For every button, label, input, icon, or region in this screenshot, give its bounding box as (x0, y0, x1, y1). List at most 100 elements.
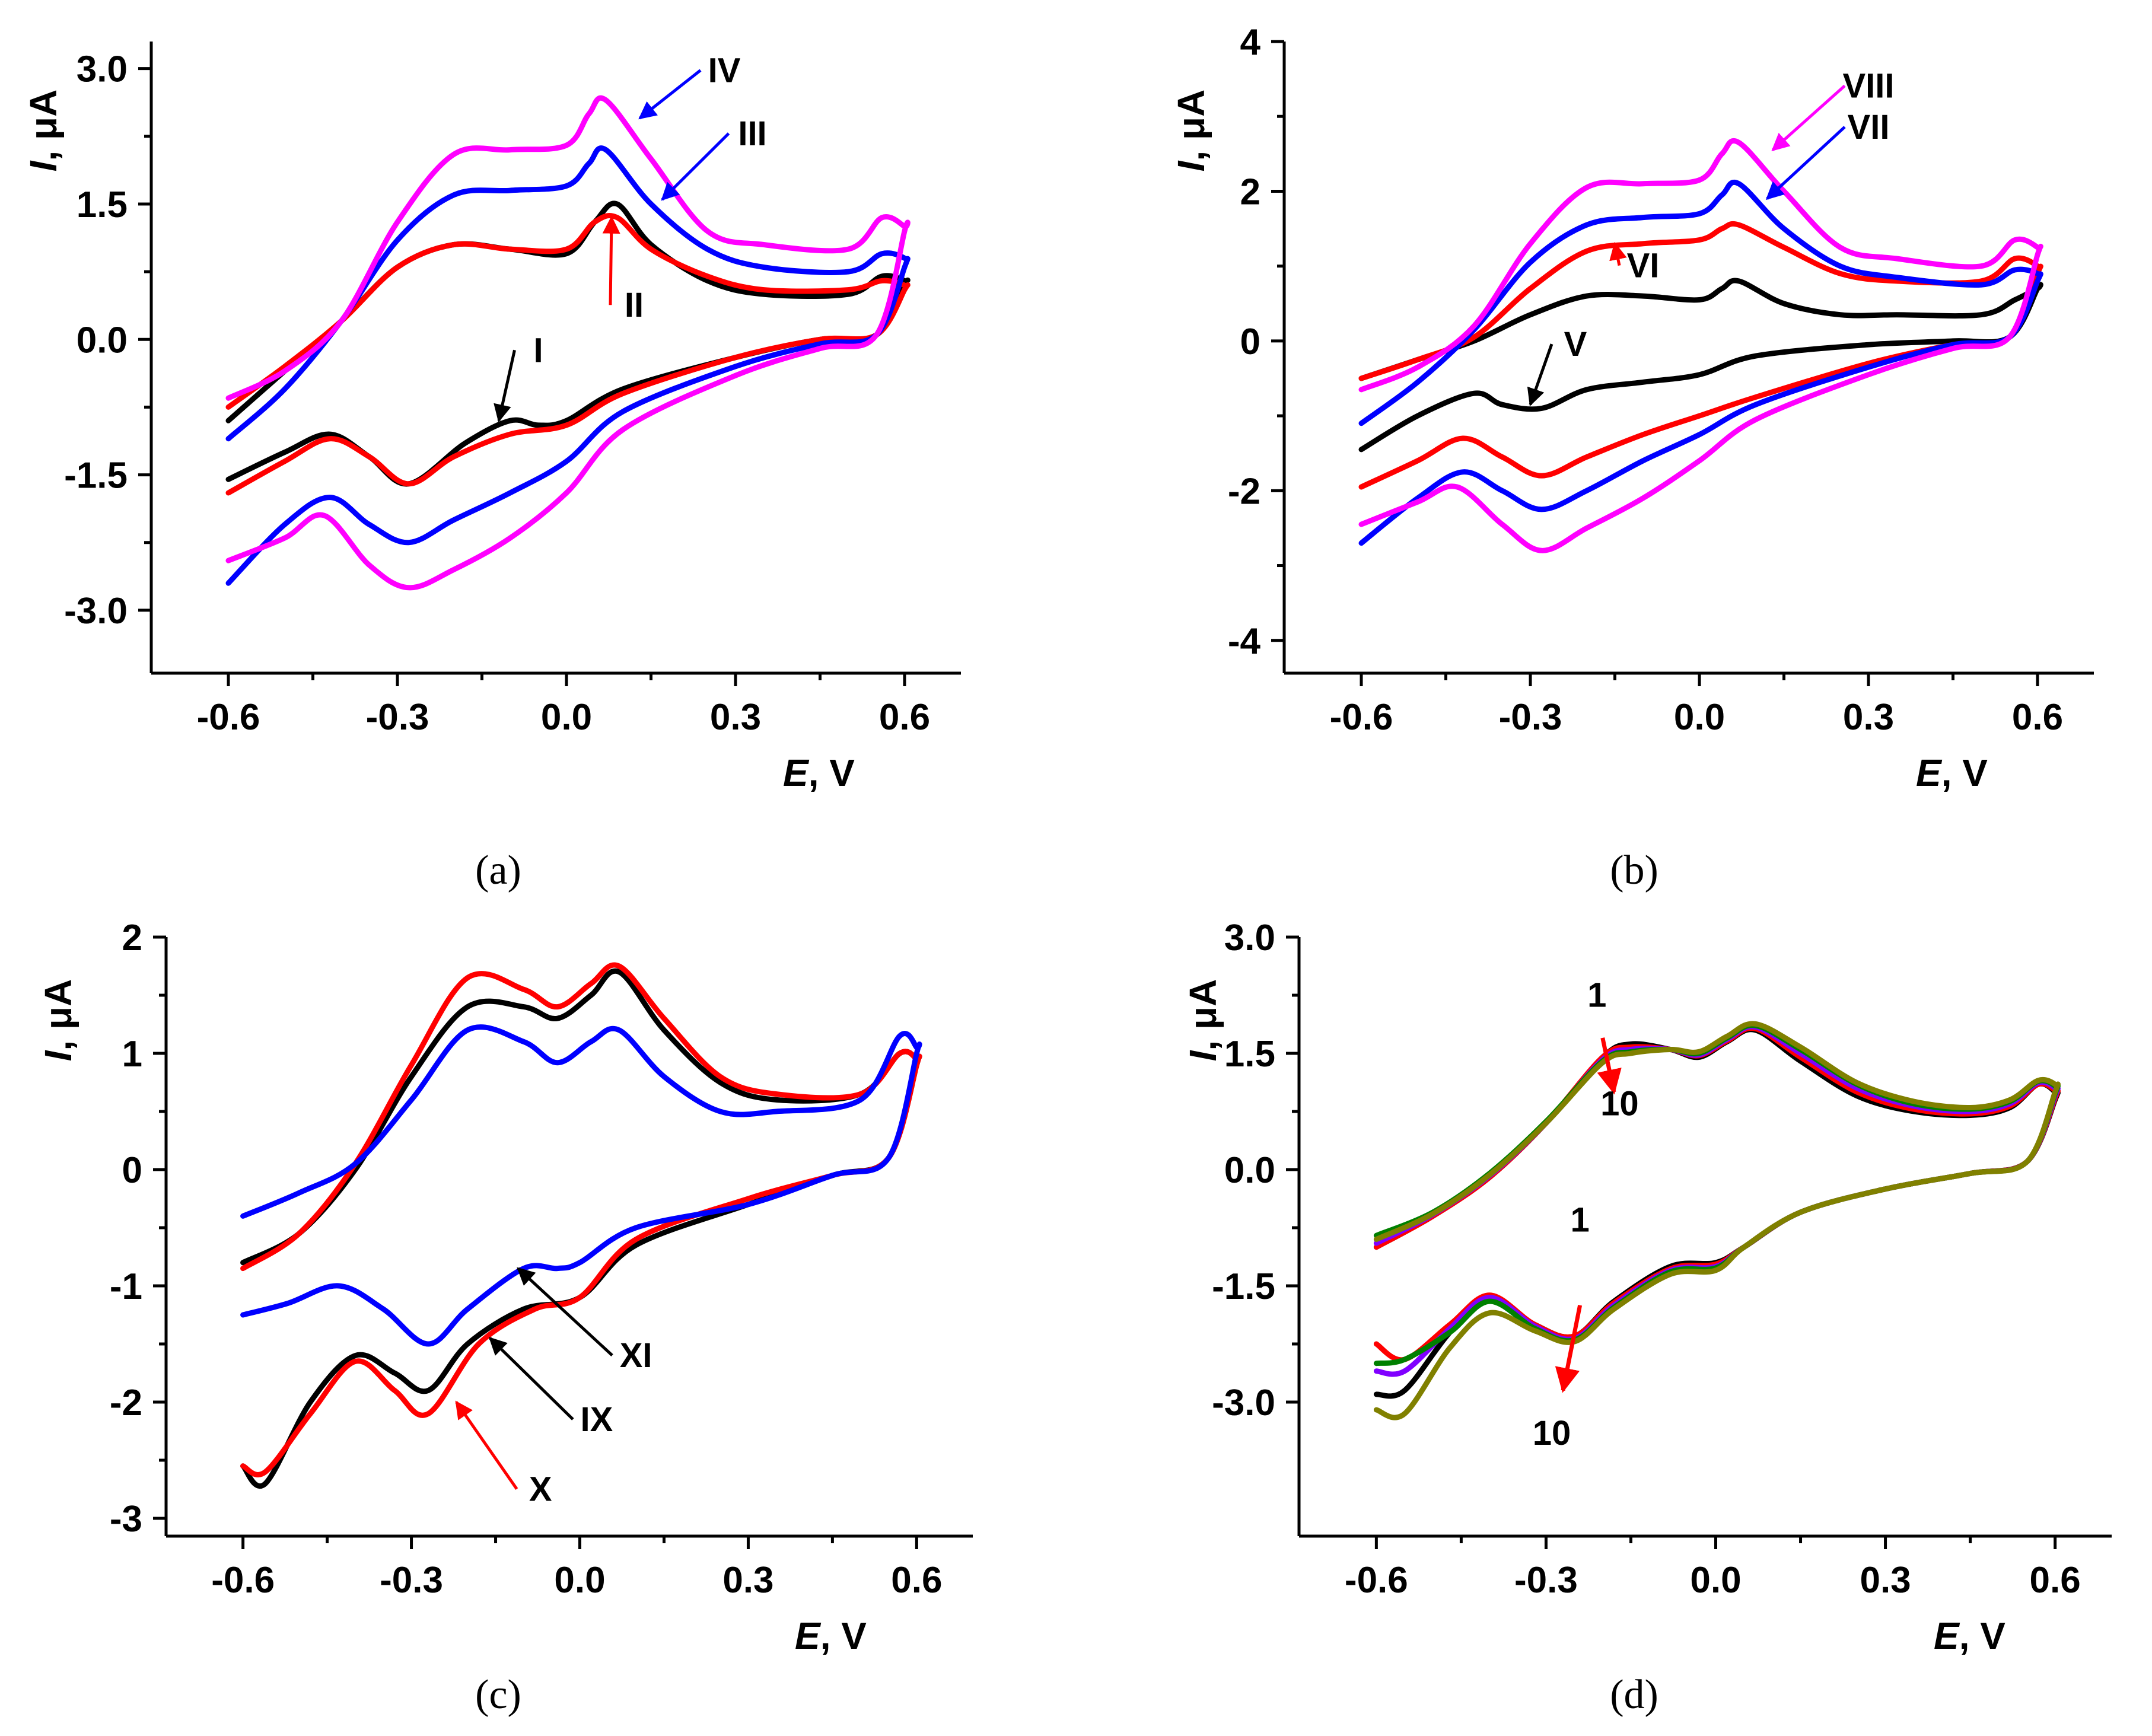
x-tick-label: 0.0 (554, 1560, 605, 1601)
x-tick-label: 0.0 (1674, 697, 1725, 738)
x-tick-label: 0.0 (541, 697, 592, 738)
y-axis-unit: , μA (1170, 90, 1212, 161)
y-tick-label: -3 (110, 1499, 142, 1540)
y-axis-title: I, μA (37, 979, 79, 1062)
y-axis-symbol: I (37, 1050, 79, 1061)
annotation-arrow (494, 349, 516, 423)
x-axis-title: E, V (1934, 1614, 2005, 1657)
x-axis-unit: , V (1941, 751, 1988, 794)
curve-label: V (1564, 325, 1587, 364)
x-tick-label: 0.6 (891, 1560, 942, 1601)
x-tick-label: 0.3 (710, 697, 761, 738)
series-curve-2 (1373, 1025, 2061, 1363)
curve-label: I (533, 331, 543, 370)
x-tick-label: 0.6 (2030, 1560, 2081, 1601)
curve-label: VI (1627, 247, 1660, 285)
panel-caption: (a) (475, 848, 521, 893)
x-tick-label: -0.6 (197, 697, 260, 738)
x-tick-label: -0.3 (1514, 1560, 1578, 1601)
x-axis-title: E, V (783, 751, 855, 794)
x-tick-label: 0.3 (1843, 697, 1894, 738)
y-tick-label: 0.0 (1224, 1150, 1275, 1191)
y-tick-label: 3.0 (77, 49, 128, 90)
annotation-arrow (517, 1267, 613, 1357)
y-tick-label: -2 (1228, 471, 1260, 512)
red-trend-arrow (1555, 1304, 1583, 1393)
curve-label: 1 (1587, 976, 1606, 1015)
red-trend-arrow (1597, 1037, 1622, 1095)
y-axis-title: I, μA (1182, 979, 1224, 1062)
y-axis-symbol: I (22, 160, 65, 171)
x-tick-label: -0.3 (366, 697, 429, 738)
x-axis-symbol: E (1934, 1614, 1960, 1657)
y-axis-unit: , μA (22, 90, 65, 161)
y-tick-label: -1.5 (64, 455, 128, 496)
y-tick-label: -2 (110, 1383, 142, 1423)
curve-label: 10 (1600, 1085, 1639, 1123)
y-tick-label: -3.0 (64, 591, 128, 632)
series-curve-2 (1358, 221, 2043, 490)
y-axis-unit: , μA (1182, 979, 1224, 1051)
y-tick-label: -1 (110, 1266, 142, 1307)
y-tick-label: 1.5 (77, 184, 128, 225)
y-tick-label: 3.0 (1224, 918, 1275, 958)
series-curve-5 (1373, 1021, 2061, 1420)
x-axis-symbol: E (795, 1614, 822, 1657)
series-curve-3 (1373, 1024, 2061, 1377)
y-tick-label: 4 (1240, 22, 1261, 63)
annotation-arrow (638, 69, 702, 120)
x-tick-label: -0.3 (1499, 697, 1562, 738)
x-axis-unit: , V (820, 1614, 867, 1657)
panel-a: -0.6 -0.3 0.0 0.3 0.6 -3.0 -1.5 0.0 1.5 3.0 E, V I,… (22, 42, 961, 893)
y-tick-label: 0 (1240, 321, 1260, 362)
y-tick-label: 0.0 (77, 320, 128, 361)
x-tick-label: 0.6 (2012, 697, 2063, 738)
y-axis-symbol: I (1170, 160, 1212, 171)
panel-d: -0.6 -0.3 0.0 0.3 0.6 -3.0 -1.5 0.0 1.5 3.0 E, V I,… (1182, 918, 2112, 1718)
series-curve-3 (240, 1024, 922, 1347)
x-tick-label: 0.0 (1690, 1560, 1741, 1601)
annotation-arrow (602, 215, 620, 305)
annotation-arrow (1609, 241, 1627, 266)
curve-label: X (529, 1470, 552, 1509)
series-curve-4 (1373, 1023, 2061, 1366)
y-tick-label: 1 (122, 1034, 142, 1075)
curve-label: VIII (1842, 67, 1894, 106)
y-tick-label: 0 (122, 1150, 142, 1191)
annotation-arrow (455, 1400, 518, 1490)
annotation-arrow (488, 1337, 574, 1420)
annotation-arrow (1527, 343, 1553, 406)
annotation-arrow (661, 132, 730, 201)
x-tick-label: 0.3 (1860, 1560, 1911, 1601)
curve-label: II (625, 286, 644, 324)
x-tick-label: -0.6 (1345, 1560, 1408, 1601)
x-tick-label: 0.3 (722, 1560, 773, 1601)
y-axis-unit: , μA (37, 979, 79, 1051)
panel-b: -0.6 -0.3 0.0 0.3 0.6 -4 -2 0 2 4 E, V I, μA V VI VIIV… (1170, 22, 2094, 893)
y-tick-label: 2 (1240, 171, 1260, 212)
curve-label: 10 (1533, 1414, 1571, 1452)
x-tick-label: -0.6 (1330, 697, 1393, 738)
y-axis-title: I, μA (22, 90, 65, 172)
annotation-arrow (1765, 126, 1846, 200)
series-curve-2 (225, 213, 911, 496)
curve-label: VII (1848, 108, 1890, 146)
panel-caption: (b) (1610, 848, 1658, 893)
curve-label: III (738, 114, 766, 153)
y-axis-title: I, μA (1170, 90, 1212, 172)
x-axis-symbol: E (1916, 751, 1943, 794)
x-tick-label: -0.3 (380, 1560, 443, 1601)
panel-caption: (d) (1610, 1672, 1658, 1718)
series-curve-4 (1358, 138, 2043, 553)
x-axis-symbol: E (783, 751, 810, 794)
series-curve-1 (1358, 278, 2043, 453)
y-tick-label: 1.5 (1224, 1034, 1275, 1075)
series-curve-1 (1373, 1027, 2061, 1399)
x-tick-label: 0.6 (879, 697, 930, 738)
panel-caption: (c) (475, 1672, 521, 1718)
x-axis-title: E, V (795, 1614, 867, 1657)
y-tick-label: 2 (122, 918, 142, 958)
y-tick-label: -3.0 (1212, 1383, 1275, 1423)
